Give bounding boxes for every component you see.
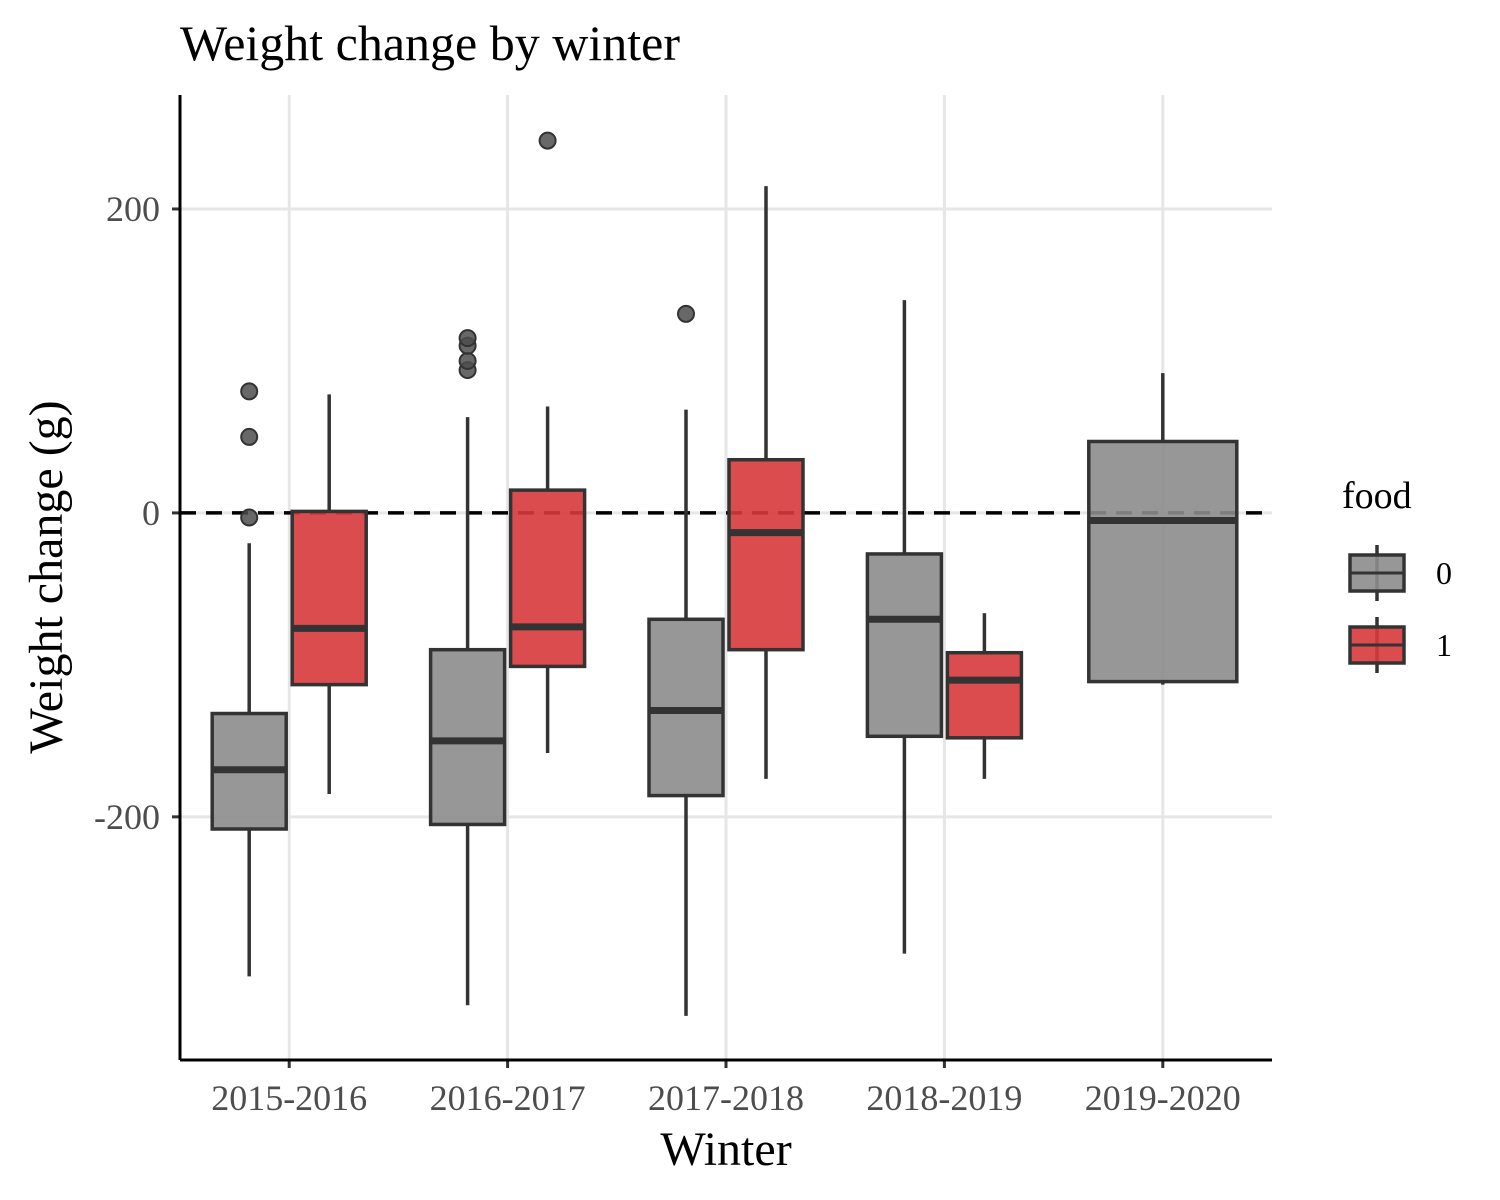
outlier-point xyxy=(458,329,477,348)
iqr-box xyxy=(508,488,587,669)
iqr-box xyxy=(1087,439,1239,684)
y-tick-label: -200 xyxy=(94,797,160,837)
box-2015-2016-food-0 xyxy=(210,382,288,977)
box-2016-2017-food-0 xyxy=(428,329,507,1006)
chart-title: Weight change by winter xyxy=(180,15,680,71)
y-tick-label: 200 xyxy=(106,189,160,229)
x-axis-title: Winter xyxy=(660,1123,791,1176)
iqr-box xyxy=(865,552,944,739)
outlier-point xyxy=(458,351,477,370)
legend: food 0 1 xyxy=(1342,475,1452,673)
x-tick-label: 2018-2019 xyxy=(866,1078,1022,1118)
outlier-point xyxy=(240,382,259,401)
legend-label: 0 xyxy=(1436,555,1452,591)
outlier-point xyxy=(538,131,557,150)
iqr-box xyxy=(428,647,507,827)
box-2017-2018-food-1 xyxy=(727,186,805,779)
iqr-box xyxy=(290,509,368,687)
outlier-point xyxy=(677,304,695,323)
iqr-box xyxy=(945,650,1024,740)
box-layer xyxy=(210,131,1239,1016)
x-tick-label: 2017-2018 xyxy=(648,1078,804,1118)
x-tick-label: 2019-2020 xyxy=(1085,1078,1241,1118)
outlier-point xyxy=(240,427,259,446)
outlier-point xyxy=(240,508,259,527)
legend-title: food xyxy=(1342,475,1412,517)
legend-item-1: 1 xyxy=(1348,617,1452,673)
legend-label: 1 xyxy=(1436,627,1452,663)
y-tick-label: 0 xyxy=(142,493,160,533)
box-2015-2016-food-1 xyxy=(290,394,368,795)
axes: -200 0 200 2015-2016 2016-2017 2017-2018 2018-… xyxy=(94,95,1272,1118)
box-2018-2019-food-0 xyxy=(865,300,944,954)
box-2019-2020-food-0 xyxy=(1087,373,1239,685)
box-2017-2018-food-0 xyxy=(647,304,725,1016)
iqr-box xyxy=(727,457,805,652)
box-2018-2019-food-1 xyxy=(945,613,1024,779)
box-2016-2017-food-1 xyxy=(508,131,587,754)
x-tick-label: 2015-2016 xyxy=(211,1078,367,1118)
x-tick-label: 2016-2017 xyxy=(430,1078,586,1118)
legend-item-0: 0 xyxy=(1348,545,1452,601)
y-axis-title: Weight change (g) xyxy=(20,400,73,753)
